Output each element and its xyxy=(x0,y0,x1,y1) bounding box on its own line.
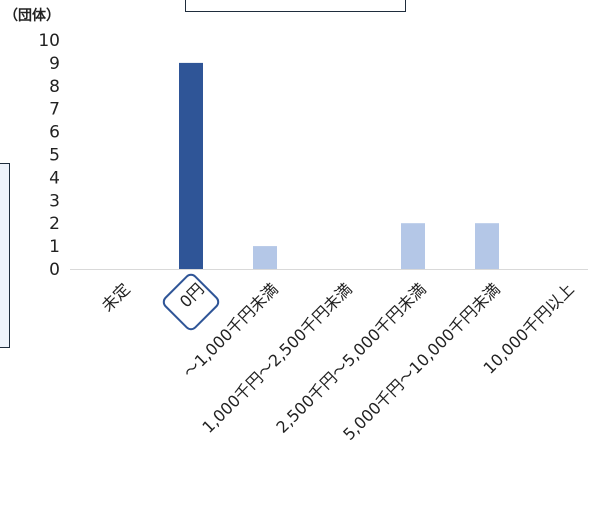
y-tick-label: 4 xyxy=(49,168,60,188)
bar-1 xyxy=(179,62,203,270)
bars xyxy=(179,62,499,270)
bar-2 xyxy=(253,246,277,269)
left-label-box xyxy=(0,163,10,348)
y-tick-label: 5 xyxy=(49,146,60,166)
y-tick-label: 6 xyxy=(49,123,60,143)
x-category-label: 1,000千円～2,500千円未満 xyxy=(198,279,355,436)
x-axis-category-labels: 未定 0円～1,000千円未満1,000千円～2,500千円未満2,500千円～5… xyxy=(98,279,578,444)
y-tick-label: 9 xyxy=(49,54,60,74)
x-category-label: 2,500千円～5,000千円未満 xyxy=(272,279,429,436)
y-tick-label: 1 xyxy=(49,237,60,257)
bar-4 xyxy=(401,223,425,269)
x-category-label: 5,000千円～10,000千円未満 xyxy=(339,279,504,444)
x-category-label: 未定 xyxy=(98,279,134,315)
y-tick-label: 0 xyxy=(49,260,60,280)
y-axis-ticks: 0 1 2 3 45 6 7 8 9 10 xyxy=(38,31,60,280)
highlight-callout xyxy=(162,273,220,331)
y-tick-label: 8 xyxy=(49,77,60,97)
y-tick-label: 3 xyxy=(49,191,60,211)
top-label-box xyxy=(185,0,406,12)
y-tick-label: 10 xyxy=(38,31,60,51)
y-axis-unit-label: （団体） xyxy=(4,7,60,24)
highlight-callout-frame xyxy=(162,273,220,331)
bar-5 xyxy=(475,223,499,269)
y-tick-label: 2 xyxy=(49,214,60,234)
y-tick-label: 7 xyxy=(49,100,60,120)
